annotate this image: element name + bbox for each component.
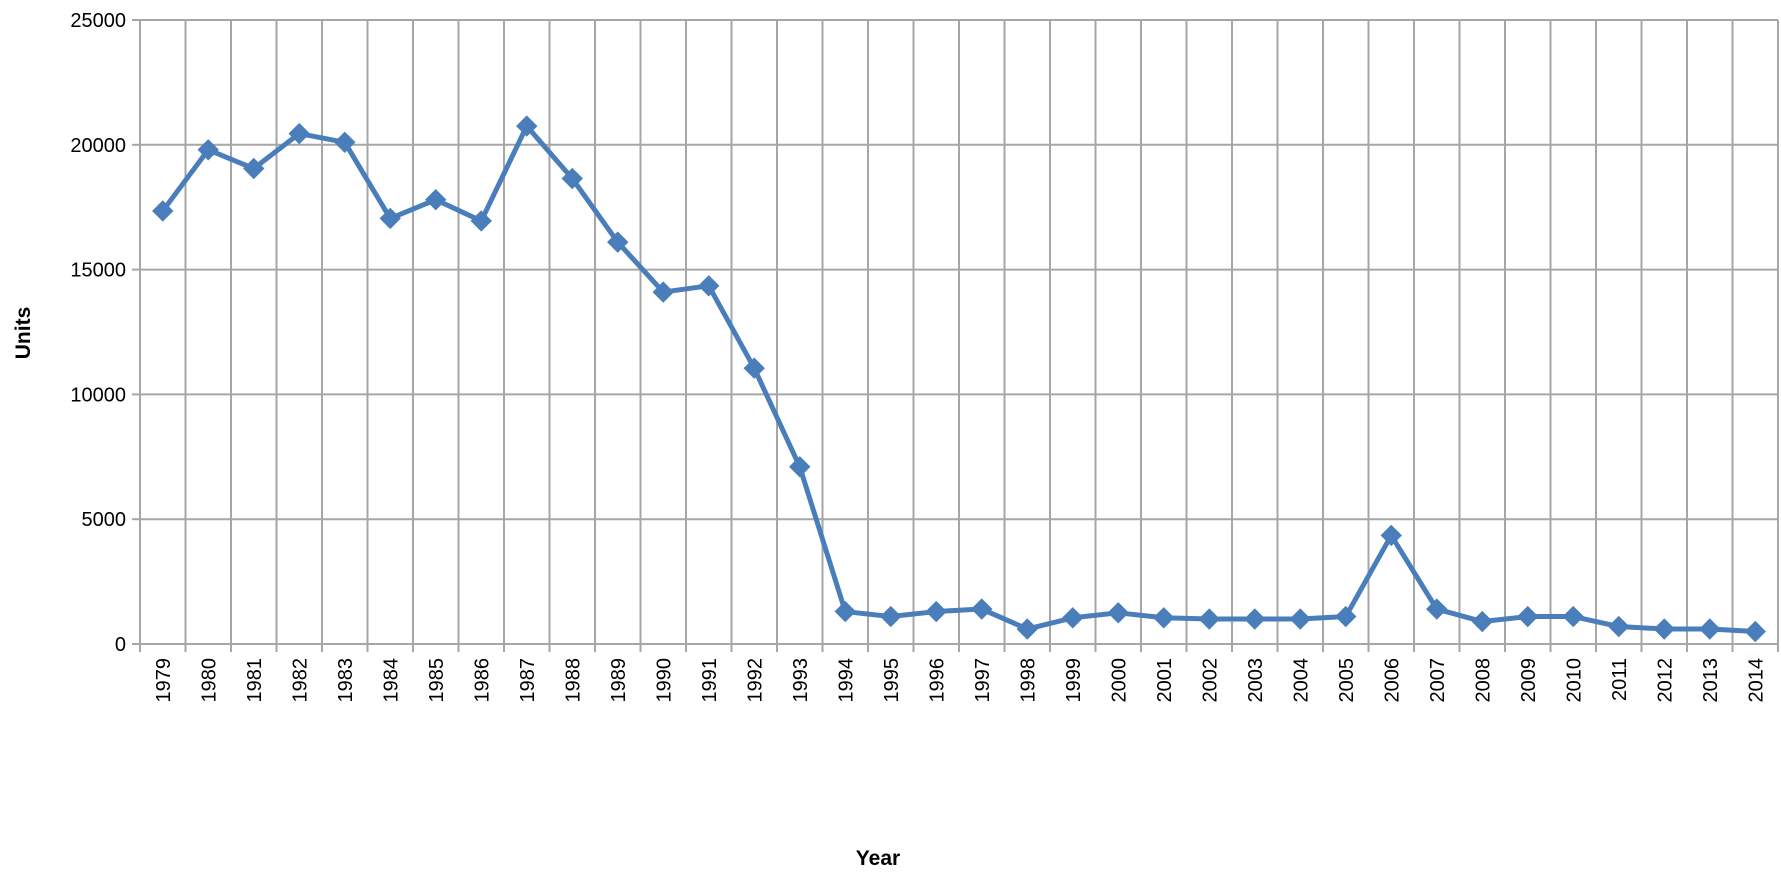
data-point-marker (425, 189, 447, 211)
x-tick-label: 1987 (517, 658, 539, 703)
data-point-marker (607, 231, 629, 253)
x-tick-label: 1984 (380, 658, 402, 703)
x-tick-label: 1994 (835, 658, 857, 703)
x-tick-label: 1989 (608, 658, 630, 703)
y-tick-label: 10000 (70, 384, 126, 406)
data-point-marker (470, 210, 492, 232)
x-tick-label: 2012 (1654, 658, 1676, 703)
data-point-marker (1153, 607, 1175, 629)
data-point-marker (1107, 602, 1129, 624)
data-point-marker (1016, 618, 1038, 640)
data-point-marker (288, 122, 310, 145)
x-axis-title: Year (856, 847, 900, 870)
y-axis-title: Units (12, 307, 35, 360)
x-tick-label: 1999 (1063, 658, 1085, 703)
data-point-marker (1062, 607, 1084, 629)
x-tick-label: 2014 (1745, 658, 1767, 703)
x-tick-label: 2000 (1108, 658, 1130, 703)
x-tick-label: 1991 (699, 658, 721, 703)
x-tick-label: 2010 (1563, 658, 1585, 703)
grid-lines (140, 19, 1779, 644)
y-tick-label: 5000 (82, 509, 127, 531)
x-tick-label: 1988 (562, 658, 584, 703)
x-tick-label: 2006 (1381, 658, 1403, 703)
data-point-marker (834, 600, 856, 623)
x-tick-label: 1996 (926, 658, 948, 703)
data-point-marker (1699, 618, 1721, 640)
data-point-marker (1653, 618, 1675, 640)
data-point-marker (789, 456, 811, 478)
data-point-marker (516, 115, 538, 137)
x-tick-labels: 1979 1980 1981 1982 1983 1984 1985 1986 1987 1988… (153, 658, 1768, 703)
data-point-marker (334, 131, 356, 154)
data-series (152, 115, 1766, 643)
y-tick-label: 20000 (70, 135, 126, 157)
data-point-marker (1744, 620, 1766, 643)
data-point-marker (197, 139, 219, 161)
data-point-marker (1380, 524, 1402, 547)
data-point-marker (652, 281, 674, 303)
data-point-marker (243, 157, 265, 180)
x-tick-label: 1980 (198, 658, 220, 703)
x-tick-label: 2003 (1245, 658, 1267, 703)
y-tick-label: 0 (115, 634, 126, 656)
data-point-marker (1517, 605, 1539, 628)
x-tick-label: 1990 (653, 658, 675, 703)
x-tick-label: 1992 (744, 658, 766, 703)
x-tick-label: 2008 (1472, 658, 1494, 703)
data-point-marker (1198, 608, 1220, 630)
x-tick-label: 1995 (881, 658, 903, 703)
data-point-marker (152, 200, 174, 222)
data-point-marker (561, 167, 583, 190)
x-tick-label: 1993 (790, 658, 812, 703)
x-tick-label: 2007 (1427, 658, 1449, 703)
data-point-marker (971, 598, 993, 620)
y-tick-labels: 0 5000 10000 15000 20000 25000 (70, 10, 126, 656)
x-tick-label: 1986 (471, 658, 493, 703)
data-point-marker (1608, 615, 1630, 638)
x-tick-label: 2011 (1609, 658, 1631, 701)
data-point-marker (925, 600, 947, 623)
x-tick-label: 1985 (426, 658, 448, 703)
x-tick-label: 2002 (1199, 658, 1221, 703)
data-point-marker (1335, 605, 1357, 628)
x-tick-label: 1981 (244, 658, 266, 703)
data-point-marker (1426, 598, 1448, 620)
data-point-marker (379, 207, 401, 230)
x-tick-label: 1979 (153, 658, 175, 703)
x-tick-label: 1982 (289, 658, 311, 703)
x-tick-label: 1998 (1017, 658, 1039, 703)
data-point-marker (1244, 608, 1266, 630)
data-point-marker (698, 275, 720, 297)
x-tick-label: 1983 (335, 658, 357, 703)
x-tick-label: 2009 (1518, 658, 1540, 703)
y-tick-label: 15000 (70, 260, 126, 282)
data-point-marker (880, 605, 902, 628)
data-point-marker (1289, 608, 1311, 630)
x-tick-label: 2004 (1290, 658, 1312, 703)
data-point-marker (743, 357, 765, 379)
x-tick-label: 1997 (972, 658, 994, 703)
y-tick-label: 25000 (70, 10, 126, 32)
data-point-marker (1471, 610, 1493, 633)
x-tick-label: 2001 (1154, 658, 1176, 703)
x-tick-label: 2005 (1336, 658, 1358, 703)
data-point-marker (1562, 605, 1584, 628)
x-tick-label: 2013 (1700, 658, 1722, 703)
axes (132, 19, 1779, 652)
